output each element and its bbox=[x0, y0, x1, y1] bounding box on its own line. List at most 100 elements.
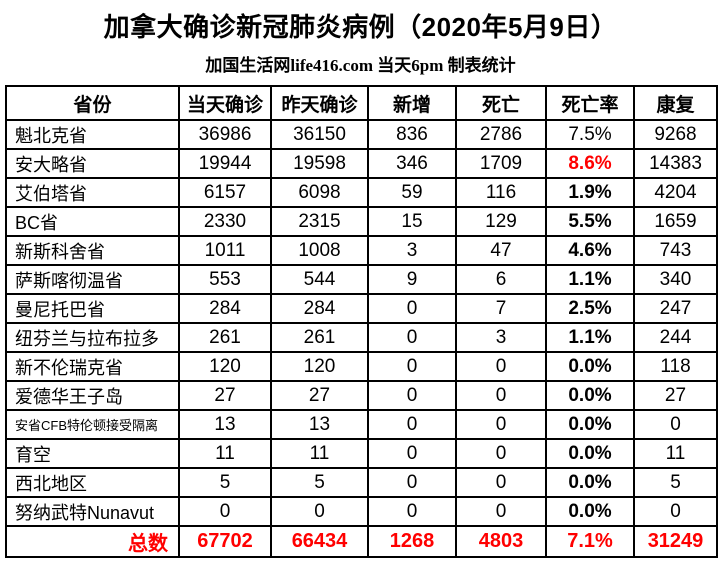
table-row: 艾伯塔省 6157 6098 59 116 1.9% 4204 bbox=[5, 177, 718, 208]
cell-yesterday-confirmed: 0 bbox=[270, 496, 369, 527]
cell-deaths: 116 bbox=[455, 177, 547, 208]
cell-deaths: 0 bbox=[455, 409, 547, 440]
cell-recovered: 0 bbox=[633, 496, 718, 527]
table-row: 萨斯喀彻温省 553 544 9 6 1.1% 340 bbox=[5, 264, 718, 295]
cell-deaths: 1709 bbox=[455, 148, 547, 179]
header-yesterday-confirmed: 昨天确诊 bbox=[270, 85, 369, 121]
cell-deaths: 2786 bbox=[455, 119, 547, 150]
cell-yesterday-confirmed: 36150 bbox=[270, 119, 369, 150]
cell-recovered: 14383 bbox=[633, 148, 718, 179]
table-row: 安省CFB特伦顿接受隔离 13 13 0 0 0.0% 0 bbox=[5, 409, 718, 440]
cell-new-cases: 0 bbox=[367, 409, 457, 440]
cell-province: 安大略省 bbox=[5, 148, 180, 179]
cell-death-rate: 7.5% bbox=[545, 119, 635, 150]
total-today-confirmed: 67702 bbox=[178, 525, 272, 558]
table-row: 新斯科舍省 1011 1008 3 47 4.6% 743 bbox=[5, 235, 718, 266]
cell-new-cases: 836 bbox=[367, 119, 457, 150]
cell-death-rate: 0.0% bbox=[545, 351, 635, 382]
header-deaths: 死亡 bbox=[455, 85, 547, 121]
cell-province: 爱德华王子岛 bbox=[5, 380, 180, 411]
cell-yesterday-confirmed: 11 bbox=[270, 438, 369, 469]
cell-province: 西北地区 bbox=[5, 467, 180, 498]
cell-new-cases: 3 bbox=[367, 235, 457, 266]
cell-province: 萨斯喀彻温省 bbox=[5, 264, 180, 295]
cell-recovered: 743 bbox=[633, 235, 718, 266]
cell-deaths: 129 bbox=[455, 206, 547, 237]
cell-province: 安省CFB特伦顿接受隔离 bbox=[5, 409, 180, 440]
cell-deaths: 7 bbox=[455, 293, 547, 324]
header-recovered: 康复 bbox=[633, 85, 718, 121]
table-row: 魁北克省 36986 36150 836 2786 7.5% 9268 bbox=[5, 119, 718, 150]
cell-yesterday-confirmed: 13 bbox=[270, 409, 369, 440]
cell-today-confirmed: 553 bbox=[178, 264, 272, 295]
total-yesterday-confirmed: 66434 bbox=[270, 525, 369, 558]
cell-recovered: 0 bbox=[633, 409, 718, 440]
total-label: 总数 bbox=[5, 525, 180, 558]
cell-new-cases: 59 bbox=[367, 177, 457, 208]
cell-recovered: 9268 bbox=[633, 119, 718, 150]
cell-today-confirmed: 27 bbox=[178, 380, 272, 411]
cell-new-cases: 0 bbox=[367, 496, 457, 527]
cell-new-cases: 0 bbox=[367, 380, 457, 411]
total-deaths: 4803 bbox=[455, 525, 547, 558]
cell-yesterday-confirmed: 19598 bbox=[270, 148, 369, 179]
cell-death-rate: 1.1% bbox=[545, 322, 635, 353]
table-row: 新不伦瑞克省 120 120 0 0 0.0% 118 bbox=[5, 351, 718, 382]
cell-today-confirmed: 0 bbox=[178, 496, 272, 527]
cell-new-cases: 0 bbox=[367, 293, 457, 324]
cell-deaths: 6 bbox=[455, 264, 547, 295]
cell-death-rate: 0.0% bbox=[545, 496, 635, 527]
cell-recovered: 244 bbox=[633, 322, 718, 353]
cell-province: BC省 bbox=[5, 206, 180, 237]
table-row: 纽芬兰与拉布拉多 261 261 0 3 1.1% 244 bbox=[5, 322, 718, 353]
cell-today-confirmed: 284 bbox=[178, 293, 272, 324]
cell-today-confirmed: 1011 bbox=[178, 235, 272, 266]
cell-yesterday-confirmed: 120 bbox=[270, 351, 369, 382]
cell-deaths: 0 bbox=[455, 438, 547, 469]
total-new-cases: 1268 bbox=[367, 525, 457, 558]
cell-deaths: 0 bbox=[455, 351, 547, 382]
table-row: 爱德华王子岛 27 27 0 0 0.0% 27 bbox=[5, 380, 718, 411]
cell-yesterday-confirmed: 261 bbox=[270, 322, 369, 353]
cell-new-cases: 0 bbox=[367, 438, 457, 469]
total-row: 总数 67702 66434 1268 4803 7.1% 31249 bbox=[5, 525, 718, 558]
cell-today-confirmed: 2330 bbox=[178, 206, 272, 237]
cell-recovered: 118 bbox=[633, 351, 718, 382]
total-recovered: 31249 bbox=[633, 525, 718, 558]
cell-deaths: 0 bbox=[455, 496, 547, 527]
cell-recovered: 11 bbox=[633, 438, 718, 469]
cell-death-rate: 2.5% bbox=[545, 293, 635, 324]
header-death-rate: 死亡率 bbox=[545, 85, 635, 121]
cell-today-confirmed: 5 bbox=[178, 467, 272, 498]
cell-today-confirmed: 261 bbox=[178, 322, 272, 353]
header-today-confirmed: 当天确诊 bbox=[178, 85, 272, 121]
cell-death-rate: 0.0% bbox=[545, 438, 635, 469]
cell-today-confirmed: 36986 bbox=[178, 119, 272, 150]
table-row: BC省 2330 2315 15 129 5.5% 1659 bbox=[5, 206, 718, 237]
cell-death-rate: 4.6% bbox=[545, 235, 635, 266]
cell-yesterday-confirmed: 6098 bbox=[270, 177, 369, 208]
cell-yesterday-confirmed: 2315 bbox=[270, 206, 369, 237]
cell-recovered: 5 bbox=[633, 467, 718, 498]
cell-deaths: 47 bbox=[455, 235, 547, 266]
page-subtitle: 加国生活网life416.com 当天6pm 制表统计 bbox=[205, 56, 516, 75]
cell-province: 曼尼托巴省 bbox=[5, 293, 180, 324]
cell-deaths: 0 bbox=[455, 467, 547, 498]
cell-province: 努纳武特Nunavut bbox=[5, 496, 180, 527]
table-row: 西北地区 5 5 0 0 0.0% 5 bbox=[5, 467, 718, 498]
cell-death-rate: 1.9% bbox=[545, 177, 635, 208]
cell-yesterday-confirmed: 1008 bbox=[270, 235, 369, 266]
cell-today-confirmed: 120 bbox=[178, 351, 272, 382]
table-row: 努纳武特Nunavut 0 0 0 0 0.0% 0 bbox=[5, 496, 718, 527]
cell-deaths: 0 bbox=[455, 380, 547, 411]
cell-deaths: 3 bbox=[455, 322, 547, 353]
cell-death-rate: 5.5% bbox=[545, 206, 635, 237]
cell-recovered: 27 bbox=[633, 380, 718, 411]
cell-new-cases: 346 bbox=[367, 148, 457, 179]
page-title: 加拿大确诊新冠肺炎病例（2020年5月9日） bbox=[103, 12, 618, 42]
cell-today-confirmed: 11 bbox=[178, 438, 272, 469]
cell-province: 魁北克省 bbox=[5, 119, 180, 150]
table-body: 魁北克省 36986 36150 836 2786 7.5% 9268 安大略省 19944 19… bbox=[5, 119, 718, 527]
cell-new-cases: 0 bbox=[367, 322, 457, 353]
cell-yesterday-confirmed: 5 bbox=[270, 467, 369, 498]
